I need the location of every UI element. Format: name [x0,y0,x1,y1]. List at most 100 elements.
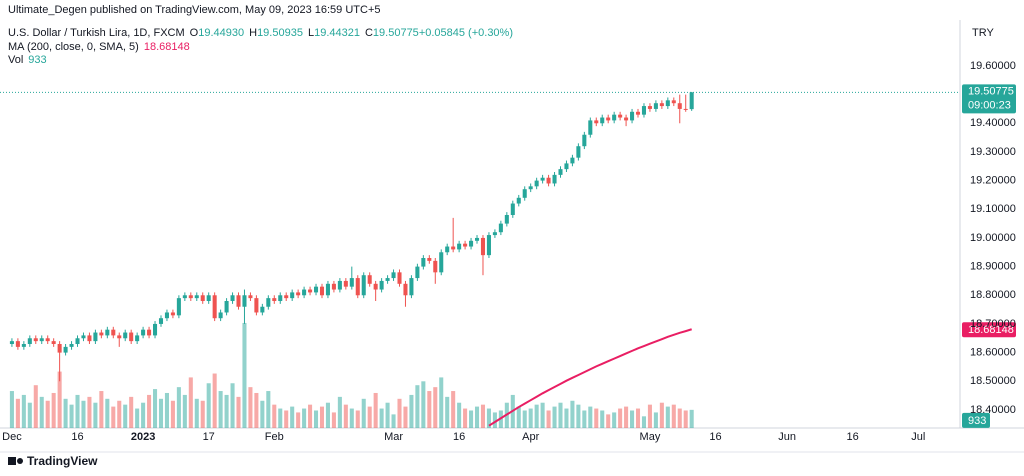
candle-body [135,335,140,342]
volume-bar [9,391,14,428]
volume-bar [594,408,599,428]
candle-body [141,329,146,336]
candle-body [474,237,480,241]
y-tick-label: 19.20000 [970,175,1016,187]
volume-bar [439,377,444,428]
volume-bar [618,408,623,428]
candle-body [218,312,223,319]
ohlc-key: H [249,27,257,39]
volume-bar [630,410,635,428]
candle-body [534,180,539,187]
candle-body [111,329,116,336]
legend-title: U.S. Dollar / Turkish Lira, 1D, FXCM O19.… [8,27,513,39]
volume-bar [355,410,360,428]
volume-bar [296,412,301,428]
volume-bar [606,414,611,428]
volume-value-label: 933 [968,415,986,427]
volume-bar [683,410,688,428]
candle-body [302,289,307,296]
volume-bar [212,373,217,428]
volume-bar [224,394,229,428]
x-tick-label: Feb [265,431,284,443]
volume-bar [325,402,330,428]
moving-average-line [488,328,692,427]
candle-body [522,189,527,198]
candle-body [683,108,688,110]
volume-bar [153,389,158,428]
ma-value: 18.68148 [144,41,190,53]
candle-body [260,306,265,313]
ohlc-key: L [308,27,314,39]
candle-body [516,197,521,204]
volume-bar [39,396,44,428]
volume-bar [403,406,408,428]
y-tick-label: 18.80000 [970,289,1016,301]
candle-body [659,103,664,107]
volume-bar [248,387,253,428]
overlay: 19.50775 09:00:23 18.68148 933 [962,84,1016,428]
candle-body [206,295,211,302]
volume-bar [278,408,283,428]
candle-body [546,177,551,184]
volume-bar [200,400,205,428]
x-tick-label: 16 [847,431,859,443]
volume-bar [63,398,68,428]
candle-body [325,283,330,296]
candle-body [415,266,420,279]
volume-bar [576,404,581,428]
legend-volume: Vol 933 [8,54,47,66]
volume-bar [272,404,277,428]
candle-body [510,203,515,216]
volume-bar [129,396,134,428]
candle-body [176,298,181,316]
candle-body [635,111,641,115]
volume-bar [689,409,694,428]
candle-body [33,338,38,342]
ma-value-box [962,322,1016,338]
volume-bar [492,412,497,428]
candle-body [153,323,158,336]
volume-bar [624,406,629,428]
last-price-label: 19.50775 [968,85,1014,97]
volume-bar [158,398,164,428]
x-tick-label: 17 [203,431,215,443]
volume-bar [45,400,50,428]
candle-body [99,332,104,336]
volume-bar [164,392,169,428]
candle-body [689,92,694,110]
candle-body [367,275,372,284]
candle-body [570,157,575,164]
candle-body [588,120,593,135]
volume-bar [588,406,593,428]
volume-bar [266,391,271,428]
volume-bar [188,377,193,428]
candle-body [361,275,366,296]
candle-body [182,295,187,299]
x-tick-label: 16 [71,431,83,443]
volume-bar [415,385,420,428]
volume-bar [546,410,551,428]
candle-body [427,258,432,261]
candle-body [27,338,32,345]
candle-body [445,246,450,253]
candle-body [451,246,456,250]
volume-bar [451,391,456,428]
volume-bar [111,406,116,428]
candle-body [349,278,354,287]
volume-bar [99,391,104,428]
candle-body [158,318,164,324]
candle-body [409,278,414,296]
volume-bar [486,408,491,428]
currency: TRY [972,27,994,39]
volume-bar [385,402,390,428]
candle-body [81,335,86,339]
y-tick-label: 19.60000 [970,60,1016,72]
volume-bar [93,402,98,428]
x-tick-label: Dec [2,431,22,443]
tradingview-logo [8,457,23,465]
candle-body [641,106,647,115]
ohlc-value: 19.50935 [257,27,303,39]
volume-bar [33,385,38,428]
volume-bar [367,406,372,428]
